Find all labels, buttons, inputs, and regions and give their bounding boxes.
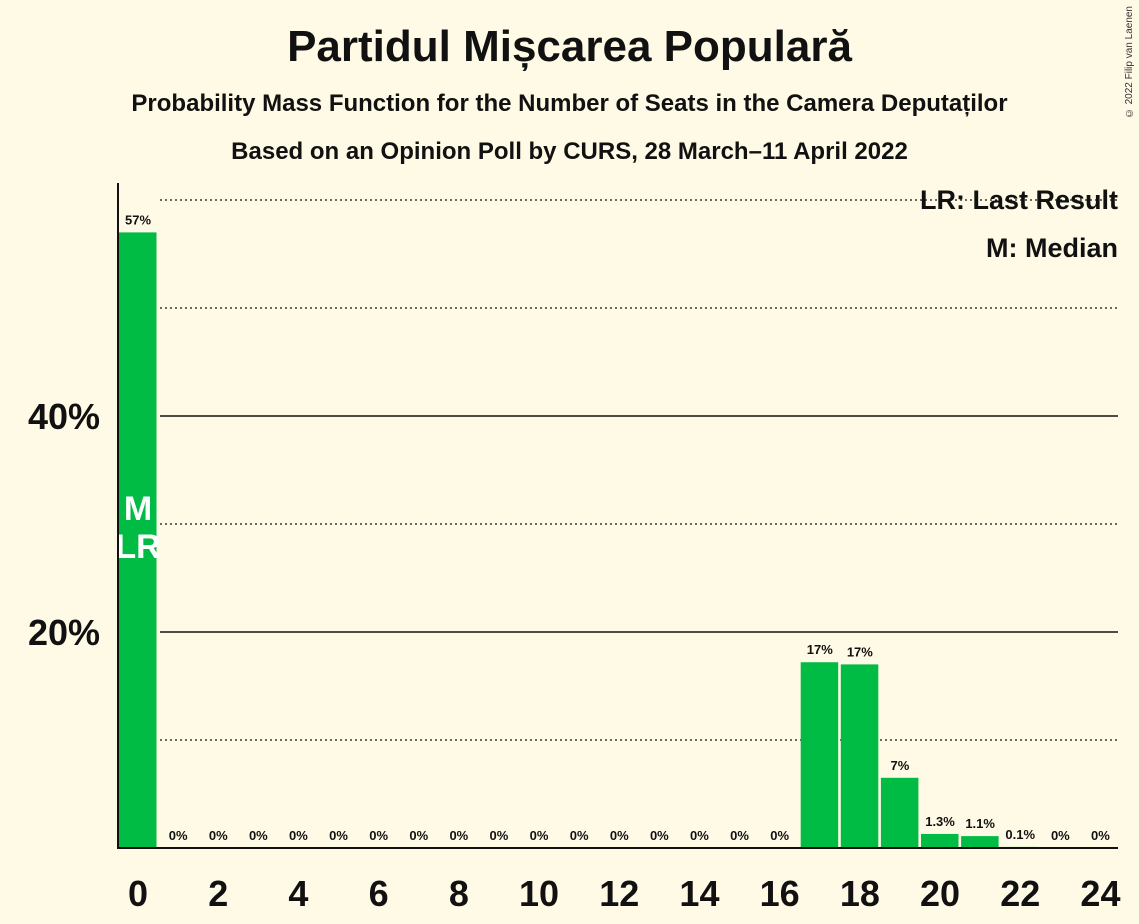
bar-label: 1.1% — [965, 816, 995, 831]
bar-label: 17% — [847, 644, 873, 659]
bar-label: 0% — [209, 828, 228, 843]
bar-label: 0% — [610, 828, 629, 843]
bar-label: 0% — [329, 828, 348, 843]
bar-label: 0% — [409, 828, 428, 843]
bar-label: 0% — [770, 828, 789, 843]
bar-seat-17 — [800, 662, 839, 848]
bar-label: 0% — [650, 828, 669, 843]
y-tick-label: 20% — [28, 612, 100, 653]
x-tick-label: 22 — [1000, 873, 1040, 914]
bar-label: 57% — [125, 212, 151, 227]
x-tick-label: 10 — [519, 873, 559, 914]
bar-seat-18 — [840, 664, 879, 848]
bar-label: 0% — [730, 828, 749, 843]
x-tick-label: 18 — [840, 873, 880, 914]
bar-label: 7% — [891, 758, 910, 773]
x-tick-label: 0 — [128, 873, 148, 914]
bar-label: 0% — [490, 828, 509, 843]
median-marker: M — [124, 490, 152, 528]
bar-label: 0% — [249, 828, 268, 843]
bar-label: 0% — [289, 828, 308, 843]
x-tick-label: 24 — [1080, 873, 1120, 914]
last-result-marker: LR — [115, 528, 160, 566]
bar-label: 0.1% — [1005, 827, 1035, 842]
bar-label: 1.3% — [925, 814, 955, 829]
bar-label: 0% — [449, 828, 468, 843]
x-tick-label: 6 — [369, 873, 389, 914]
legend-entry: LR: Last Result — [920, 185, 1118, 215]
bar-seat-0 — [119, 232, 157, 848]
legend-entry: M: Median — [986, 233, 1118, 263]
bar-label: 0% — [369, 828, 388, 843]
bar-label: 0% — [690, 828, 709, 843]
chart-source-line: Based on an Opinion Poll by CURS, 28 Mar… — [231, 138, 908, 165]
x-tick-label: 8 — [449, 873, 469, 914]
bar-label: 0% — [169, 828, 188, 843]
bar-seat-21 — [961, 836, 999, 848]
x-tick-label: 20 — [920, 873, 960, 914]
y-tick-label: 40% — [28, 396, 100, 437]
bar-label: 0% — [570, 828, 589, 843]
x-tick-label: 4 — [288, 873, 308, 914]
x-tick-label: 16 — [760, 873, 800, 914]
bar-label: 0% — [1051, 828, 1070, 843]
bar-label: 0% — [1091, 828, 1110, 843]
bar-seat-20 — [921, 833, 959, 848]
bar-label: 17% — [807, 642, 833, 657]
x-tick-label: 12 — [599, 873, 639, 914]
bar-seat-19 — [880, 777, 919, 848]
bar-label: 0% — [530, 828, 549, 843]
chart-title: Partidul Mișcarea Populară — [287, 22, 852, 71]
chart-subtitle: Probability Mass Function for the Number… — [131, 90, 1008, 117]
x-tick-label: 14 — [679, 873, 719, 914]
x-tick-label: 2 — [208, 873, 228, 914]
